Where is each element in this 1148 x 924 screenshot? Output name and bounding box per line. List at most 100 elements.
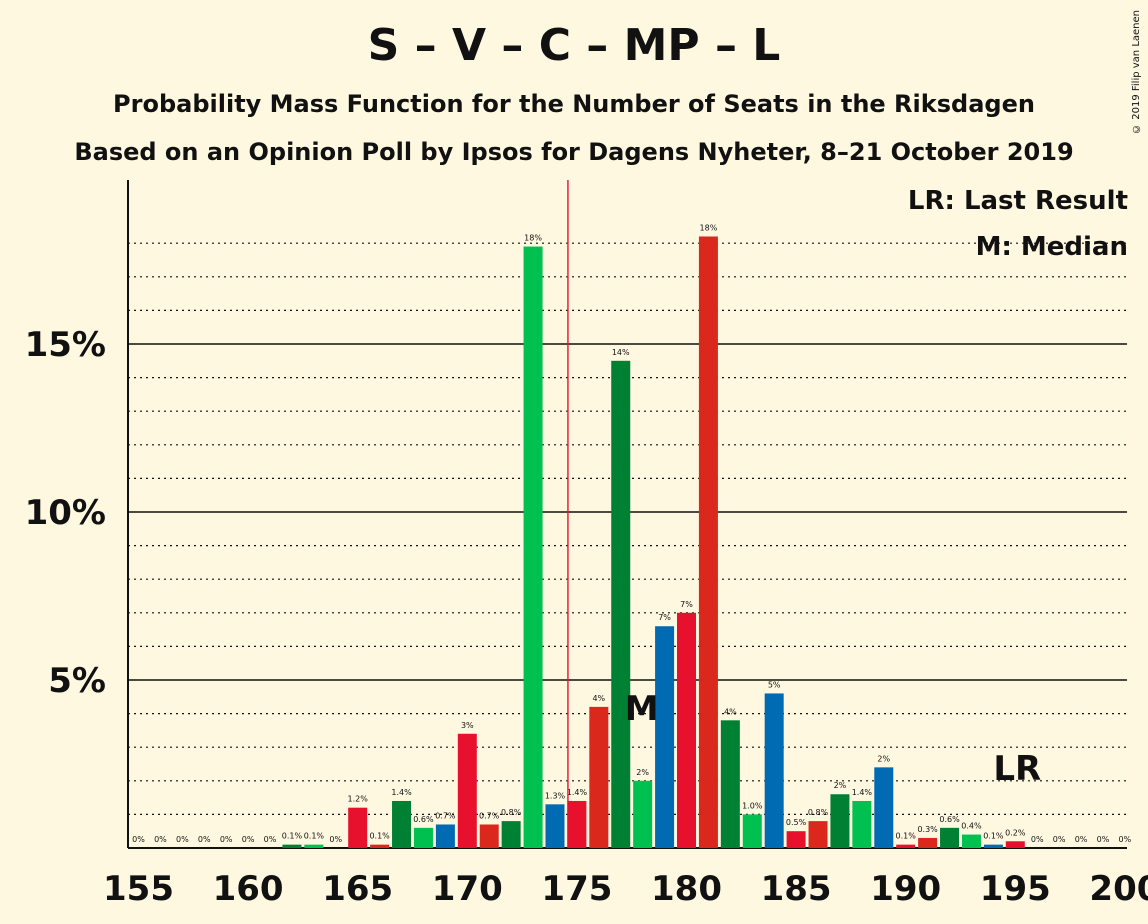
bar-value-label: 18% xyxy=(524,234,542,243)
bar-seat-191 xyxy=(918,837,938,848)
bar-seat-176 xyxy=(589,706,609,848)
bar-value-label: 1.4% xyxy=(852,788,873,797)
bar-value-label: 0.7% xyxy=(479,811,500,820)
last-result-marker: LR xyxy=(993,749,1041,789)
legend-last-result: LR: Last Result xyxy=(907,186,1128,216)
x-tick-label: 155 xyxy=(103,869,174,909)
bar-value-label: 1.4% xyxy=(567,788,588,797)
bar-seat-180 xyxy=(677,612,696,848)
bar-value-label: 1.2% xyxy=(348,795,369,804)
bar-seat-165 xyxy=(348,807,368,848)
bar-seat-185 xyxy=(786,831,806,848)
legend-median: M: Median xyxy=(975,232,1128,262)
bar-value-label: 0.6% xyxy=(413,815,434,824)
bar-seat-183 xyxy=(742,814,762,848)
x-tick-label: 165 xyxy=(322,869,393,909)
bar-value-label: 1.3% xyxy=(545,791,566,800)
bar-seat-186 xyxy=(808,821,828,848)
bar-value-label: 0% xyxy=(1097,835,1110,844)
bar-value-label: 0% xyxy=(198,835,211,844)
chart-title: S – V – C – MP – L xyxy=(367,20,781,71)
bar-seat-184 xyxy=(764,693,784,848)
bar-seat-188 xyxy=(852,800,872,848)
bar-seat-181 xyxy=(698,236,718,849)
bar-value-label: 0% xyxy=(264,835,277,844)
bar-value-label: 0% xyxy=(220,835,233,844)
x-tick-label: 170 xyxy=(432,869,503,909)
bar-value-label: 4% xyxy=(724,707,737,716)
bar-seat-182 xyxy=(720,720,740,848)
bar-value-label: 1.4% xyxy=(391,788,412,797)
bar-seat-171 xyxy=(479,824,499,848)
bar-value-label: 3% xyxy=(461,721,474,730)
y-tick-label: 5% xyxy=(48,661,106,701)
bar-seat-187 xyxy=(830,794,850,848)
bar-seat-174 xyxy=(545,804,565,848)
bar-value-label: 0% xyxy=(1075,835,1088,844)
bar-value-label: 0.7% xyxy=(435,811,456,820)
bar-seat-169 xyxy=(435,824,455,848)
bar-seat-179 xyxy=(655,626,675,848)
bar-value-label: 0.6% xyxy=(939,815,960,824)
bar-seat-172 xyxy=(501,821,521,848)
x-tick-label: 190 xyxy=(870,869,941,909)
bar-value-label: 0.1% xyxy=(282,832,303,841)
bar-seat-166 xyxy=(370,844,390,848)
bar-seat-162 xyxy=(282,844,302,848)
bar-value-label: 0.4% xyxy=(961,822,982,831)
bar-seat-189 xyxy=(874,767,894,848)
bar-seat-178 xyxy=(633,780,653,848)
bar-value-label: 2% xyxy=(636,768,649,777)
bar-seat-167 xyxy=(392,800,412,848)
chart-subtitle-poll: Based on an Opinion Poll by Ipsos for Da… xyxy=(74,138,1074,166)
bar-seat-168 xyxy=(413,827,433,848)
bar-value-label: 0.1% xyxy=(896,832,917,841)
bar-seat-192 xyxy=(940,827,960,848)
median-marker: M xyxy=(625,689,659,729)
bar-value-label: 0% xyxy=(329,835,342,844)
chart-subtitle: Probability Mass Function for the Number… xyxy=(113,90,1035,118)
bar-seat-163 xyxy=(304,844,324,848)
bar-value-label: 0.3% xyxy=(917,825,938,834)
bar-value-label: 0.1% xyxy=(304,832,325,841)
bar-value-label: 0.1% xyxy=(983,832,1004,841)
x-tick-label: 160 xyxy=(213,869,284,909)
bar-seat-175 xyxy=(567,800,587,848)
x-tick-label: 195 xyxy=(980,869,1051,909)
bar-value-label: 7% xyxy=(658,613,671,622)
bar-value-label: 0% xyxy=(176,835,189,844)
bar-value-label: 18% xyxy=(700,223,718,232)
bar-value-label: 0% xyxy=(242,835,255,844)
bar-value-label: 1.0% xyxy=(742,801,763,810)
bar-value-label: 0.8% xyxy=(501,808,522,817)
x-tick-label: 185 xyxy=(761,869,832,909)
x-tick-label: 180 xyxy=(651,869,722,909)
bar-value-label: 5% xyxy=(768,680,781,689)
bar-value-label: 14% xyxy=(612,348,630,357)
bar-value-label: 0.2% xyxy=(1005,828,1026,837)
bar-value-label: 2% xyxy=(877,754,890,763)
bar-value-label: 4% xyxy=(592,694,605,703)
x-tick-label: 200 xyxy=(1089,869,1148,909)
bar-value-label: 0% xyxy=(1119,835,1132,844)
bar-value-label: 0.8% xyxy=(808,808,829,817)
x-tick-label: 175 xyxy=(541,869,612,909)
bar-seat-195 xyxy=(1005,841,1025,848)
bar-value-label: 7% xyxy=(680,600,693,609)
y-tick-label: 10% xyxy=(25,493,106,533)
bar-value-label: 0.1% xyxy=(369,832,390,841)
bar-value-label: 0% xyxy=(1053,835,1066,844)
bar-seat-193 xyxy=(961,834,981,848)
bar-value-label: 2% xyxy=(834,781,847,790)
bar-seat-190 xyxy=(896,844,916,848)
bar-seat-173 xyxy=(523,246,543,848)
bar-seat-170 xyxy=(457,733,477,848)
bar-value-label: 0.5% xyxy=(786,818,807,827)
bar-seat-177 xyxy=(611,360,631,848)
y-tick-label: 15% xyxy=(25,325,106,365)
bar-value-label: 0% xyxy=(154,835,167,844)
bar-value-label: 0% xyxy=(1031,835,1044,844)
bar-value-label: 0% xyxy=(132,835,145,844)
bar-seat-194 xyxy=(983,844,1003,848)
